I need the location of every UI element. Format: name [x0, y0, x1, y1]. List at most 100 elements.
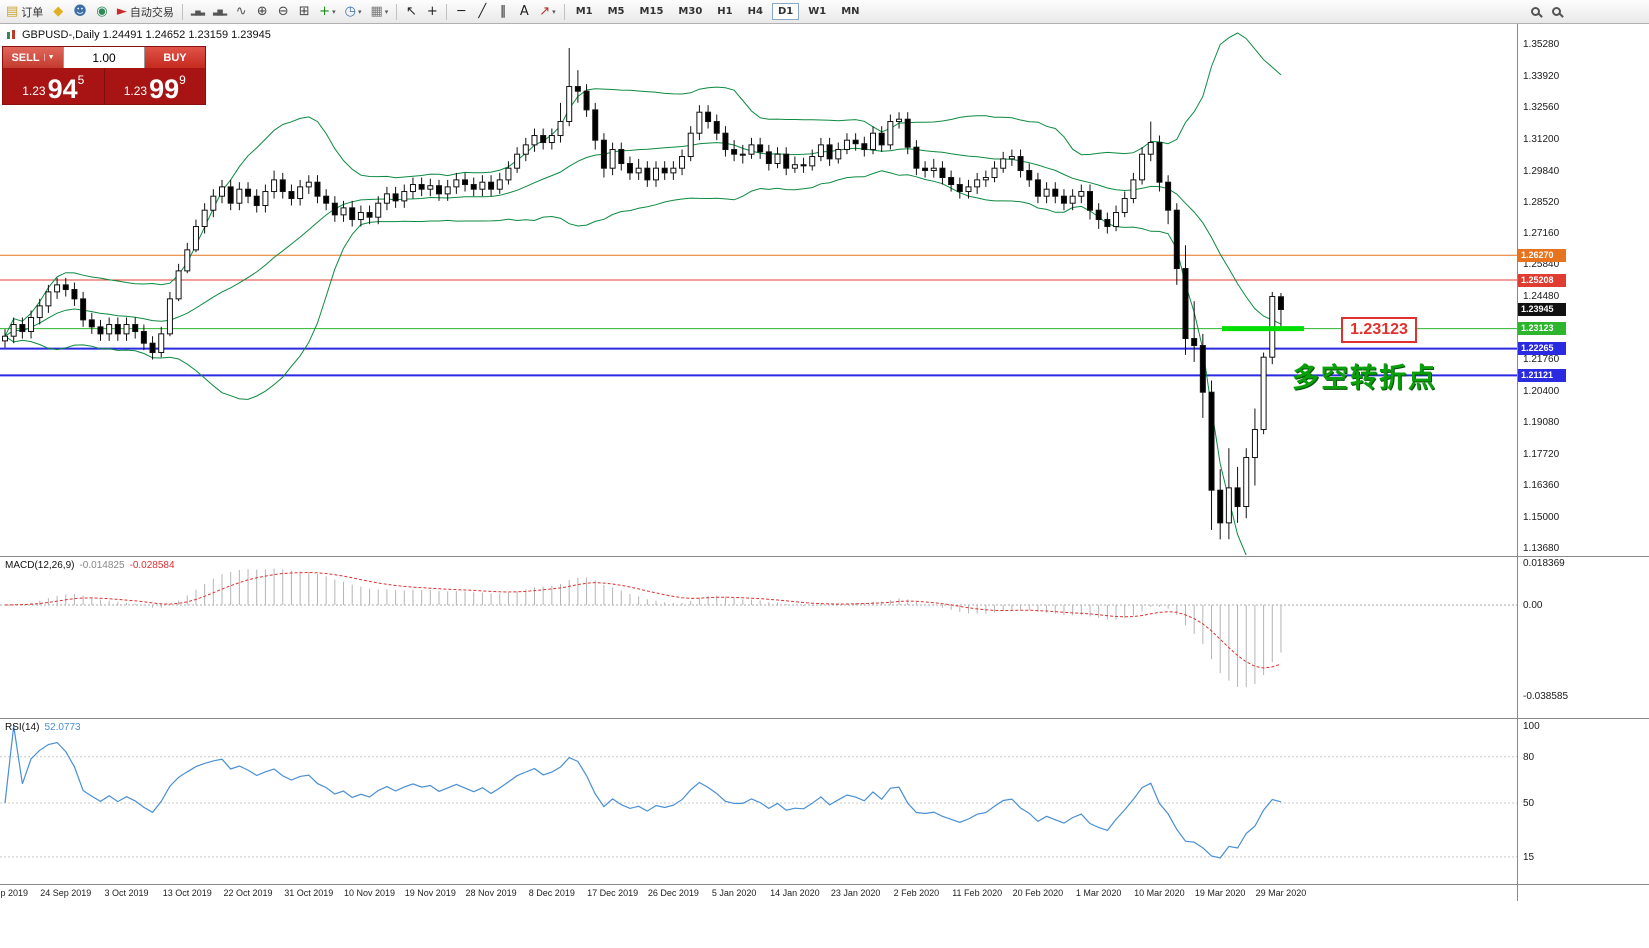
candle-body	[175, 270, 182, 300]
date-axis[interactable]	[0, 885, 1517, 903]
panel-separator-main-macd[interactable]	[0, 556, 1649, 557]
sell-options-caret-icon[interactable]: ▼	[43, 54, 55, 61]
grid-icon[interactable]: ⊞	[294, 2, 314, 22]
date-label: 20 Feb 2020	[1012, 888, 1064, 898]
rsi-panel[interactable]	[0, 725, 1517, 859]
candle-body	[765, 151, 772, 165]
crosshair-icon[interactable]: +	[422, 2, 442, 22]
panel-separator-macd-rsi[interactable]	[0, 718, 1649, 719]
sell-button[interactable]: SELL ▼	[3, 47, 63, 68]
find-symbol-icon[interactable]	[1546, 2, 1566, 22]
toolbar-separator	[181, 3, 183, 20]
candle-body	[1017, 156, 1024, 172]
trendline-icon[interactable]: ╱	[472, 2, 492, 22]
candle-body	[948, 177, 955, 186]
timeframe-M15[interactable]: M15	[639, 6, 664, 17]
candle-body	[323, 195, 330, 204]
timeframe-MN[interactable]: MN	[841, 6, 860, 17]
candle-body	[340, 207, 347, 216]
candle-body	[453, 179, 460, 188]
line-chart-icon[interactable]: ∿	[231, 2, 251, 22]
search-icon[interactable]	[1525, 2, 1545, 22]
turning-point-annotation[interactable]: 多空转折点	[1292, 363, 1437, 394]
date-label: 29 Mar 2020	[1255, 888, 1307, 898]
candle-body	[592, 109, 599, 141]
candlestick-chart-icon[interactable]: ▃▆▂	[209, 2, 230, 22]
periods-button[interactable]: ◷ ▾	[341, 2, 366, 22]
candle-body	[1130, 179, 1137, 200]
autotrading-button[interactable]: ► 自动交易	[113, 2, 178, 22]
timeframe-H1[interactable]: H1	[717, 6, 733, 17]
candle-body	[71, 289, 78, 300]
date-label: 11 Feb 2020	[952, 888, 1003, 898]
candle-body	[462, 179, 469, 186]
data-window-glyph: ☻	[73, 4, 87, 19]
candle-body	[548, 135, 555, 144]
candle-body	[557, 121, 564, 137]
date-label: 10 Nov 2019	[344, 888, 396, 898]
arrows-tool-icon[interactable]: ↗ ▾	[535, 2, 559, 22]
buy-price-sup: 9	[179, 73, 186, 87]
market-watch-icon[interactable]: ◆	[48, 2, 68, 22]
candle-body	[731, 149, 738, 155]
candle-body	[783, 153, 790, 169]
timeframe-M5[interactable]: M5	[607, 6, 625, 17]
market-watch-glyph: ◆	[53, 4, 64, 19]
timeframe-H4[interactable]: H4	[747, 6, 763, 17]
timeframe-W1[interactable]: W1	[808, 6, 827, 17]
buy-button[interactable]: BUY	[145, 47, 205, 68]
cursor-icon[interactable]: ↖	[401, 2, 421, 22]
navigator-icon[interactable]: ◉	[92, 2, 112, 22]
sell-price-display[interactable]: 1.23 94 5	[3, 68, 104, 104]
equidistant-channel-icon[interactable]: ∥	[493, 2, 513, 22]
macd-panel[interactable]	[0, 568, 1517, 688]
date-label: 24 Sep 2019	[40, 888, 92, 898]
zoom-out-icon[interactable]: ⊖	[273, 2, 293, 22]
candle-body	[314, 181, 321, 197]
candle-body	[1277, 296, 1284, 310]
bar-chart-glyph: ▂▅▃	[190, 7, 205, 16]
timeframe-M30[interactable]: M30	[678, 6, 703, 17]
candle-body	[531, 135, 538, 146]
candle-body	[444, 186, 451, 195]
buy-price-display[interactable]: 1.23 99 9	[105, 68, 206, 104]
search-icon-glyph	[1530, 7, 1540, 16]
candle-body	[288, 191, 295, 200]
candle-body	[2, 335, 8, 342]
candle-body	[791, 164, 798, 169]
horizontal-line-icon[interactable]: ─	[451, 2, 471, 22]
price-tag: 1.23945	[1518, 302, 1566, 316]
candle-body	[1199, 345, 1206, 393]
rsi-axis-tick: 80	[1523, 751, 1535, 763]
rsi-axis-tick: 50	[1523, 798, 1535, 809]
candle-body	[262, 191, 269, 207]
text-tool-glyph: A	[519, 4, 529, 19]
candle-body	[401, 191, 408, 202]
new-order-button[interactable]: ▤ 订单	[2, 2, 47, 22]
volume-input[interactable]	[63, 47, 145, 68]
main-price-panel[interactable]	[0, 32, 1517, 573]
price-axis-tick: 1.28520	[1523, 196, 1560, 208]
text-tool-icon[interactable]: A	[514, 2, 534, 22]
level-annotation-box[interactable]: 1.23123	[1341, 317, 1417, 343]
price-axis-tick: 1.17720	[1523, 448, 1560, 460]
caret-down-icon: ▾	[384, 7, 389, 16]
candle-body	[210, 195, 217, 211]
price-axis-tick: 1.32560	[1523, 102, 1560, 114]
data-window-icon[interactable]: ☻	[69, 2, 91, 22]
indicators-button[interactable]: + ▾	[315, 2, 339, 22]
bar-chart-icon[interactable]: ▂▅▃	[187, 2, 208, 22]
timeframe-M1[interactable]: M1	[575, 6, 593, 17]
timeframe-D1[interactable]: D1	[771, 3, 800, 20]
candle-body	[991, 167, 998, 179]
templates-button[interactable]: ▦ ▾	[366, 2, 392, 22]
candle-body	[140, 331, 147, 344]
chart-header-text: GBPUSD-,Daily 1.24491 1.24652 1.23159 1.…	[22, 29, 271, 41]
price-axis-tick: 1.24480	[1523, 290, 1560, 302]
zoom-in-icon[interactable]: ⊕	[252, 2, 272, 22]
candle-body	[748, 144, 755, 155]
rsi-header: RSI(14) 52.0773	[5, 722, 81, 733]
price-axis-tick: 1.31200	[1523, 134, 1560, 146]
date-label: 17 Dec 2019	[587, 888, 639, 898]
